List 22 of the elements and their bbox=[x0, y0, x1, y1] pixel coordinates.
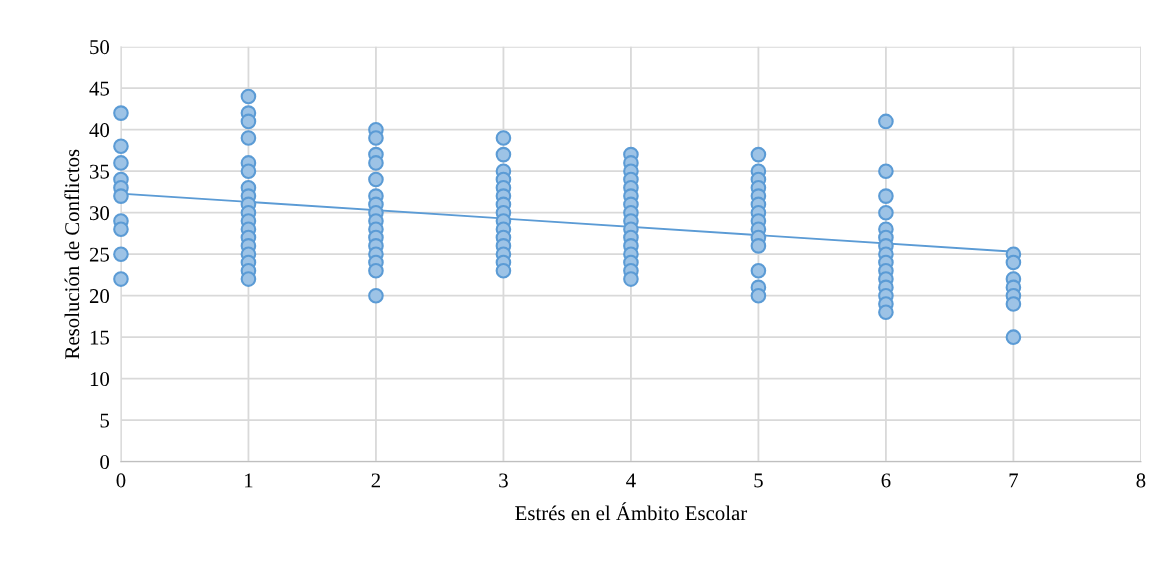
y-tick-label: 15 bbox=[90, 330, 110, 345]
x-axis-title: Estrés en el Ámbito Escolar bbox=[515, 502, 748, 521]
y-tick-label: 40 bbox=[89, 123, 110, 138]
x-tick-label: 4 bbox=[626, 473, 636, 488]
y-tick-label: 45 bbox=[89, 81, 110, 96]
y-tick-label: 0 bbox=[100, 455, 110, 470]
y-tick-label: 50 bbox=[90, 40, 110, 55]
x-tick-label: 3 bbox=[499, 473, 508, 488]
x-tick-label: 1 bbox=[245, 473, 253, 488]
x-tick-label: 7 bbox=[1009, 473, 1019, 488]
y-tick-label: 35 bbox=[90, 164, 110, 179]
y-tick-label: 5 bbox=[100, 413, 110, 428]
x-tick-label: 6 bbox=[881, 473, 891, 488]
x-tick-label: 2 bbox=[371, 473, 380, 488]
y-tick-label: 25 bbox=[89, 247, 110, 262]
y-tick-label: 30 bbox=[90, 206, 110, 221]
x-tick-label: 5 bbox=[754, 473, 763, 488]
y-axis-title: Resolución de Conflictos bbox=[64, 149, 80, 359]
y-tick-label: 20 bbox=[89, 289, 110, 304]
y-tick-label: 10 bbox=[90, 372, 110, 387]
x-tick-label: 8 bbox=[1136, 473, 1146, 488]
x-tick-label: 0 bbox=[116, 473, 126, 488]
